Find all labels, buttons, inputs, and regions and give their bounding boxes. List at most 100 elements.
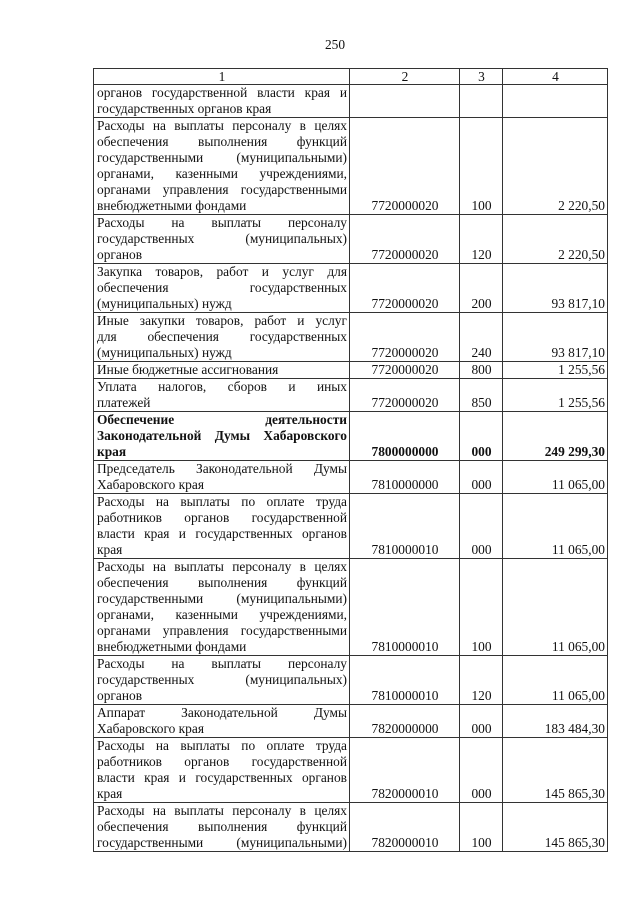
amount-cell: 1 255,56 <box>502 361 608 379</box>
type-cell: 800 <box>459 361 503 379</box>
amount-cell <box>502 84 608 118</box>
type-cell <box>459 84 503 118</box>
type-cell: 000 <box>459 737 503 803</box>
code-cell: 7720000020 <box>349 361 460 379</box>
description-cell: Расходы на выплаты персоналу государствен… <box>93 655 350 705</box>
amount-cell: 183 484,30 <box>502 704 608 738</box>
description-line: государственных (муниципальных) <box>97 672 347 687</box>
description-line: Расходы на выплаты персоналу в целях <box>97 559 347 574</box>
description-line: власти края и государственных органов <box>97 526 347 541</box>
header-cell: 4 <box>502 68 608 85</box>
description-line: края <box>97 444 127 459</box>
description-cell: Расходы на выплаты персоналу в целях обес… <box>93 117 350 215</box>
amount-cell: 249 299,30 <box>502 411 608 461</box>
type-cell: 200 <box>459 263 503 313</box>
header-cell: 1 <box>93 68 350 85</box>
description-line: обеспечения государственных <box>97 280 347 295</box>
code-cell: 7820000010 <box>349 737 460 803</box>
description-line: (муниципальных) нужд <box>97 345 232 360</box>
description-cell: Закупка товаров, работ и услуг для обеспе… <box>93 263 350 313</box>
description-line: обеспечения выполнения функций <box>97 134 347 149</box>
code-cell: 7800000000 <box>349 411 460 461</box>
description-line: органами управления государственными <box>97 182 347 197</box>
type-cell: 000 <box>459 493 503 559</box>
description-line: Хабаровского края <box>97 477 204 492</box>
type-cell: 120 <box>459 214 503 264</box>
description-line: Расходы на выплаты персоналу в целях <box>97 803 347 818</box>
table-row: Расходы на выплаты по оплате труда работн… <box>93 737 608 803</box>
description-line: Председатель Законодательной Думы <box>97 461 347 476</box>
description-line: Иные бюджетные ассигнования <box>97 362 279 377</box>
description-line: внебюджетными фондами <box>97 639 247 654</box>
description-line: Расходы на выплаты по оплате труда <box>97 494 347 509</box>
code-cell: 7810000010 <box>349 558 460 656</box>
description-line: работников органов государственной <box>97 510 347 525</box>
description-line: Аппарат Законодательной Думы <box>97 705 347 720</box>
page-number: 250 <box>324 37 346 52</box>
amount-cell: 11 065,00 <box>502 493 608 559</box>
type-cell: 850 <box>459 378 503 412</box>
code-cell <box>349 84 460 118</box>
type-cell: 000 <box>459 460 503 494</box>
description-line: работников органов государственной <box>97 754 347 769</box>
header-row: 1 2 3 4 <box>93 68 608 85</box>
amount-cell: 2 220,50 <box>502 117 608 215</box>
description-line: Законодательной Думы Хабаровского <box>97 428 347 443</box>
description-line: края <box>97 542 123 557</box>
budget-table: 1 2 3 4 органов государственной власти к… <box>93 68 608 852</box>
header-cell: 3 <box>459 68 503 85</box>
code-cell: 7820000010 <box>349 802 460 852</box>
description-cell: Расходы на выплаты по оплате труда работн… <box>93 493 350 559</box>
description-line: Расходы на выплаты персоналу <box>97 215 347 230</box>
table-row: Обеспечение деятельности Законодательной … <box>93 411 608 461</box>
description-line: органами, казенными учреждениями, <box>97 166 347 181</box>
description-line: (муниципальных) нужд <box>97 296 232 311</box>
table-row: Расходы на выплаты персоналу в целях обес… <box>93 558 608 656</box>
description-cell: органов государственной власти края и гос… <box>93 84 350 118</box>
description-line: государственными (муниципальными) <box>97 150 347 165</box>
description-cell: Расходы на выплаты персоналу в целях обес… <box>93 558 350 656</box>
description-cell: Расходы на выплаты персоналу государствен… <box>93 214 350 264</box>
description-line: края <box>97 786 123 801</box>
table-row: Иные закупки товаров, работ и услуг для о… <box>93 312 608 362</box>
amount-cell: 93 817,10 <box>502 312 608 362</box>
code-cell: 7720000020 <box>349 378 460 412</box>
table-row: Расходы на выплаты персоналу государствен… <box>93 655 608 705</box>
description-line: органами управления государственными <box>97 623 347 638</box>
header-cell: 2 <box>349 68 460 85</box>
description-line: Обеспечение деятельности <box>97 412 347 427</box>
code-cell: 7720000020 <box>349 214 460 264</box>
description-line: органов <box>97 688 143 703</box>
description-line: государственных (муниципальных) <box>97 231 347 246</box>
type-cell: 120 <box>459 655 503 705</box>
description-cell: Председатель Законодательной Думы Хабаров… <box>93 460 350 494</box>
description-line: обеспечения выполнения функций <box>97 819 347 834</box>
description-line: платежей <box>97 395 151 410</box>
description-line: обеспечения выполнения функций <box>97 575 347 590</box>
table-row: Расходы на выплаты персоналу в целях обес… <box>93 117 608 215</box>
type-cell: 000 <box>459 411 503 461</box>
code-cell: 7720000020 <box>349 263 460 313</box>
description-cell: Уплата налогов, сборов и иных платежей <box>93 378 350 412</box>
description-line: Хабаровского края <box>97 721 204 736</box>
code-cell: 7720000020 <box>349 117 460 215</box>
code-cell: 7820000000 <box>349 704 460 738</box>
description-line: органов <box>97 247 143 262</box>
description-cell: Иные закупки товаров, работ и услуг для о… <box>93 312 350 362</box>
description-line: для обеспечения государственных <box>97 329 347 344</box>
table-row: Уплата налогов, сборов и иных платежей 772… <box>93 378 608 412</box>
code-cell: 7810000000 <box>349 460 460 494</box>
amount-cell: 2 220,50 <box>502 214 608 264</box>
description-line: Расходы на выплаты персоналу <box>97 656 347 671</box>
code-cell: 7720000020 <box>349 312 460 362</box>
amount-cell: 11 065,00 <box>502 460 608 494</box>
table-row: органов государственной власти края и гос… <box>93 84 608 118</box>
table-row: Расходы на выплаты персоналу государствен… <box>93 214 608 264</box>
amount-cell: 11 065,00 <box>502 558 608 656</box>
description-line: органов государственной власти края и <box>97 85 347 100</box>
description-line: Расходы на выплаты по оплате труда <box>97 738 347 753</box>
description-cell: Аппарат Законодательной Думы Хабаровского… <box>93 704 350 738</box>
description-line: государственными (муниципальными) <box>97 835 347 850</box>
type-cell: 100 <box>459 117 503 215</box>
amount-cell: 93 817,10 <box>502 263 608 313</box>
